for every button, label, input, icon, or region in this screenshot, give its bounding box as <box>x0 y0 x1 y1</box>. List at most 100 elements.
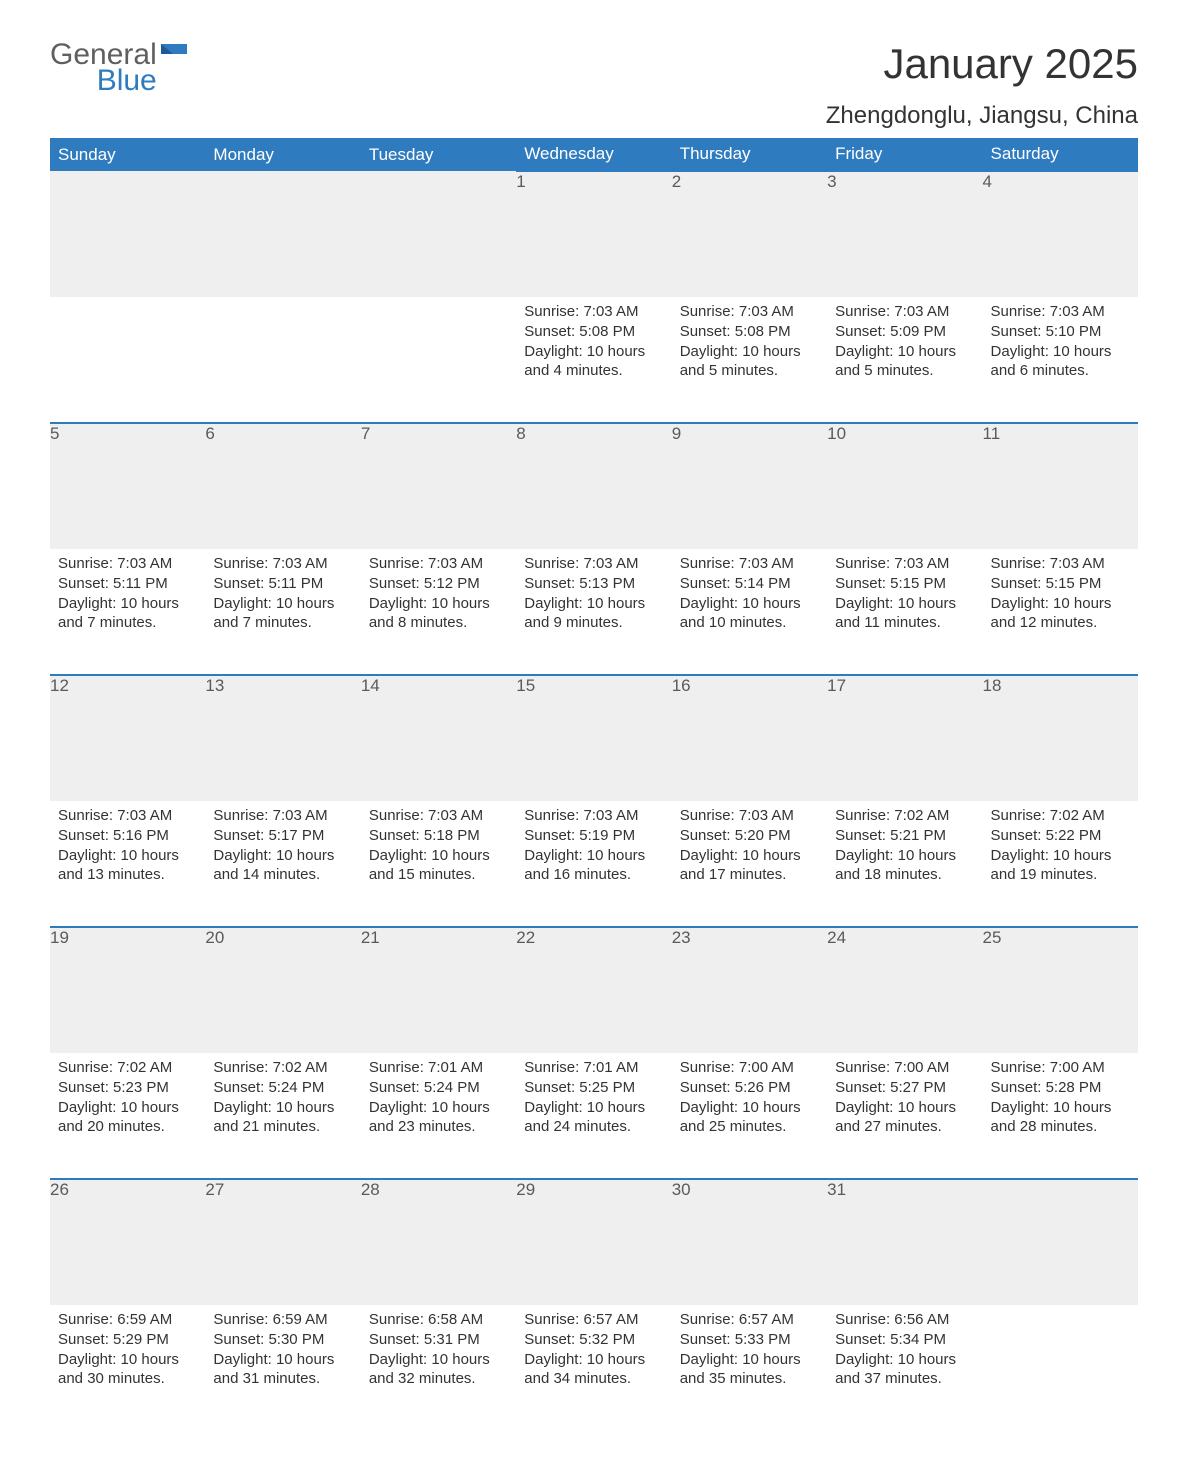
day-details: Sunrise: 7:03 AMSunset: 5:18 PMDaylight:… <box>361 801 516 900</box>
day-content-cell: Sunrise: 7:03 AMSunset: 5:10 PMDaylight:… <box>983 297 1138 423</box>
day-details: Sunrise: 7:00 AMSunset: 5:26 PMDaylight:… <box>672 1053 827 1152</box>
daylight-text: Daylight: 10 hours <box>680 1351 819 1370</box>
sunset-text: Sunset: 5:30 PM <box>213 1331 352 1350</box>
sunrise-text: Sunrise: 6:57 AM <box>680 1311 819 1330</box>
daylight-text: and 30 minutes. <box>58 1370 197 1389</box>
sunset-text: Sunset: 5:27 PM <box>835 1079 974 1098</box>
daylight-text: Daylight: 10 hours <box>680 595 819 614</box>
sunset-text: Sunset: 5:22 PM <box>991 827 1130 846</box>
day-details: Sunrise: 7:01 AMSunset: 5:25 PMDaylight:… <box>516 1053 671 1152</box>
day-number-cell: 11 <box>983 423 1138 549</box>
day-details: Sunrise: 6:58 AMSunset: 5:31 PMDaylight:… <box>361 1305 516 1404</box>
daylight-text: and 15 minutes. <box>369 866 508 885</box>
day-details: Sunrise: 6:57 AMSunset: 5:33 PMDaylight:… <box>672 1305 827 1404</box>
sunset-text: Sunset: 5:31 PM <box>369 1331 508 1350</box>
daylight-text: and 20 minutes. <box>58 1118 197 1137</box>
day-details: Sunrise: 7:03 AMSunset: 5:08 PMDaylight:… <box>672 297 827 396</box>
day-content-cell: Sunrise: 7:02 AMSunset: 5:23 PMDaylight:… <box>50 1053 205 1179</box>
day-details: Sunrise: 7:03 AMSunset: 5:16 PMDaylight:… <box>50 801 205 900</box>
day-number-cell: 6 <box>205 423 360 549</box>
sunset-text: Sunset: 5:15 PM <box>991 575 1130 594</box>
calendar-table: Sunday Monday Tuesday Wednesday Thursday… <box>50 138 1138 1431</box>
day-content-cell: Sunrise: 7:03 AMSunset: 5:12 PMDaylight:… <box>361 549 516 675</box>
daylight-text: and 10 minutes. <box>680 614 819 633</box>
day-details: Sunrise: 7:00 AMSunset: 5:27 PMDaylight:… <box>827 1053 982 1152</box>
daylight-text: Daylight: 10 hours <box>369 595 508 614</box>
sunrise-text: Sunrise: 7:02 AM <box>58 1059 197 1078</box>
daylight-text: Daylight: 10 hours <box>213 595 352 614</box>
sunrise-text: Sunrise: 7:01 AM <box>369 1059 508 1078</box>
sunset-text: Sunset: 5:32 PM <box>524 1331 663 1350</box>
day-content-cell: Sunrise: 7:03 AMSunset: 5:15 PMDaylight:… <box>827 549 982 675</box>
sunrise-text: Sunrise: 6:59 AM <box>58 1311 197 1330</box>
day-content-cell: Sunrise: 6:57 AMSunset: 5:32 PMDaylight:… <box>516 1305 671 1431</box>
day-number-cell: 17 <box>827 675 982 801</box>
day-number-cell <box>50 171 205 297</box>
sunrise-text: Sunrise: 7:03 AM <box>835 303 974 322</box>
day-content-cell: Sunrise: 7:02 AMSunset: 5:22 PMDaylight:… <box>983 801 1138 927</box>
sunrise-text: Sunrise: 7:03 AM <box>369 807 508 826</box>
day-number-cell: 7 <box>361 423 516 549</box>
day-content-cell: Sunrise: 7:03 AMSunset: 5:19 PMDaylight:… <box>516 801 671 927</box>
sunset-text: Sunset: 5:19 PM <box>524 827 663 846</box>
weekday-header: Thursday <box>672 138 827 171</box>
day-content-cell: Sunrise: 7:03 AMSunset: 5:11 PMDaylight:… <box>205 549 360 675</box>
day-number-cell: 19 <box>50 927 205 1053</box>
day-number-cell: 15 <box>516 675 671 801</box>
sunrise-text: Sunrise: 7:03 AM <box>213 555 352 574</box>
sunrise-text: Sunrise: 7:00 AM <box>835 1059 974 1078</box>
day-details: Sunrise: 6:57 AMSunset: 5:32 PMDaylight:… <box>516 1305 671 1404</box>
daylight-text: Daylight: 10 hours <box>213 847 352 866</box>
day-content-cell: Sunrise: 6:59 AMSunset: 5:30 PMDaylight:… <box>205 1305 360 1431</box>
daylight-text: Daylight: 10 hours <box>835 847 974 866</box>
logo: General Blue <box>50 40 189 96</box>
week-daynum-row: 567891011 <box>50 423 1138 549</box>
day-number-cell: 29 <box>516 1179 671 1305</box>
day-number-cell: 22 <box>516 927 671 1053</box>
week-content-row: Sunrise: 7:03 AMSunset: 5:11 PMDaylight:… <box>50 549 1138 675</box>
day-details: Sunrise: 7:03 AMSunset: 5:11 PMDaylight:… <box>205 549 360 648</box>
sunset-text: Sunset: 5:34 PM <box>835 1331 974 1350</box>
sunset-text: Sunset: 5:24 PM <box>213 1079 352 1098</box>
day-details: Sunrise: 7:03 AMSunset: 5:09 PMDaylight:… <box>827 297 982 396</box>
day-details: Sunrise: 7:02 AMSunset: 5:24 PMDaylight:… <box>205 1053 360 1152</box>
day-number-cell: 10 <box>827 423 982 549</box>
day-content-cell <box>361 297 516 423</box>
daylight-text: and 23 minutes. <box>369 1118 508 1137</box>
sunset-text: Sunset: 5:12 PM <box>369 575 508 594</box>
day-content-cell: Sunrise: 7:03 AMSunset: 5:16 PMDaylight:… <box>50 801 205 927</box>
day-content-cell: Sunrise: 7:03 AMSunset: 5:20 PMDaylight:… <box>672 801 827 927</box>
sunset-text: Sunset: 5:08 PM <box>524 323 663 342</box>
calendar-body: 1234Sunrise: 7:03 AMSunset: 5:08 PMDayli… <box>50 171 1138 1431</box>
week-daynum-row: 19202122232425 <box>50 927 1138 1053</box>
day-number-cell: 25 <box>983 927 1138 1053</box>
daylight-text: and 28 minutes. <box>991 1118 1130 1137</box>
day-number-cell: 14 <box>361 675 516 801</box>
day-details: Sunrise: 7:02 AMSunset: 5:23 PMDaylight:… <box>50 1053 205 1152</box>
daylight-text: and 37 minutes. <box>835 1370 974 1389</box>
day-number-cell: 31 <box>827 1179 982 1305</box>
day-details: Sunrise: 6:59 AMSunset: 5:29 PMDaylight:… <box>50 1305 205 1404</box>
sunrise-text: Sunrise: 7:03 AM <box>680 807 819 826</box>
daylight-text: and 31 minutes. <box>213 1370 352 1389</box>
day-number-cell <box>205 171 360 297</box>
weekday-header: Tuesday <box>361 138 516 171</box>
sunset-text: Sunset: 5:14 PM <box>680 575 819 594</box>
day-content-cell: Sunrise: 7:03 AMSunset: 5:13 PMDaylight:… <box>516 549 671 675</box>
day-number-cell: 3 <box>827 171 982 297</box>
day-number-cell: 13 <box>205 675 360 801</box>
sunset-text: Sunset: 5:13 PM <box>524 575 663 594</box>
daylight-text: Daylight: 10 hours <box>835 595 974 614</box>
day-details: Sunrise: 7:03 AMSunset: 5:19 PMDaylight:… <box>516 801 671 900</box>
sunset-text: Sunset: 5:26 PM <box>680 1079 819 1098</box>
day-content-cell: Sunrise: 6:59 AMSunset: 5:29 PMDaylight:… <box>50 1305 205 1431</box>
day-content-cell <box>205 297 360 423</box>
sunset-text: Sunset: 5:23 PM <box>58 1079 197 1098</box>
day-details: Sunrise: 7:03 AMSunset: 5:17 PMDaylight:… <box>205 801 360 900</box>
page-title: January 2025 <box>826 40 1138 88</box>
sunrise-text: Sunrise: 6:59 AM <box>213 1311 352 1330</box>
week-daynum-row: 1234 <box>50 171 1138 297</box>
day-number-cell: 27 <box>205 1179 360 1305</box>
title-block: January 2025 Zhengdonglu, Jiangsu, China <box>826 40 1138 138</box>
daylight-text: Daylight: 10 hours <box>524 595 663 614</box>
